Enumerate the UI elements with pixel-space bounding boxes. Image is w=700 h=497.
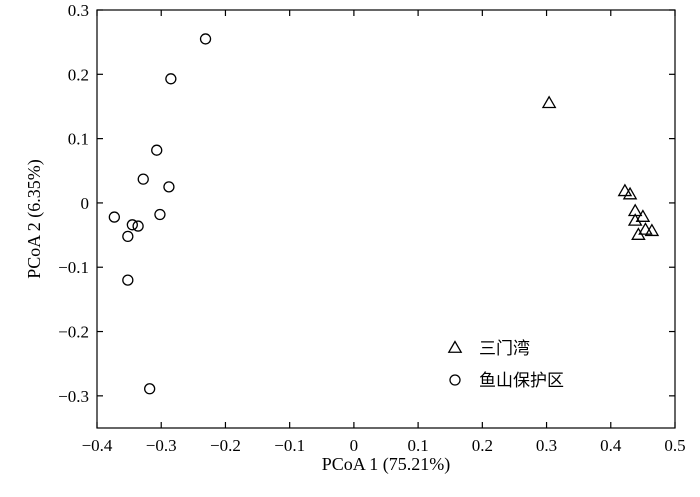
triangle-point xyxy=(644,223,660,237)
legend-label: 三门湾 xyxy=(479,339,530,359)
y-tick-label: −0.3 xyxy=(58,387,89,406)
triangle-point xyxy=(631,227,646,240)
x-axis-ticks: −0.4 −0.3 −0.2 −0.1 0 0.1 0.2 0.3 0.4 0.5 xyxy=(82,10,686,455)
circle-point xyxy=(108,211,120,223)
circle-point xyxy=(163,181,175,193)
legend-marker-circle xyxy=(449,374,461,386)
x-tick-label: 0 xyxy=(350,436,359,455)
circle-point xyxy=(144,383,156,395)
x-tick-label: 0.3 xyxy=(536,436,557,455)
triangle-point xyxy=(638,222,653,235)
legend-label: 鱼山保护区 xyxy=(479,371,564,391)
triangle-point xyxy=(617,183,633,197)
x-tick-label: −0.4 xyxy=(82,436,113,455)
y-axis-ticks: −0.3 −0.2 −0.1 0 0.1 0.2 0.3 xyxy=(58,1,675,406)
y-tick-label: −0.2 xyxy=(58,323,89,342)
x-axis-title: PCoA 1 (75.21%) xyxy=(322,454,451,475)
x-tick-label: −0.2 xyxy=(210,436,241,455)
x-tick-label: 0.5 xyxy=(664,436,685,455)
y-tick-label: −0.1 xyxy=(58,258,89,277)
y-tick-label: 0.2 xyxy=(68,65,89,84)
circle-point xyxy=(122,274,134,286)
triangle-point xyxy=(627,213,643,226)
x-tick-label: 0.4 xyxy=(600,436,622,455)
x-tick-label: −0.1 xyxy=(274,436,305,455)
y-tick-label: 0.1 xyxy=(68,130,89,149)
circle-point xyxy=(122,230,134,243)
circle-point xyxy=(154,208,166,221)
x-tick-label: 0.2 xyxy=(472,436,493,455)
circle-point xyxy=(151,144,163,156)
circle-point xyxy=(137,173,149,185)
x-tick-label: 0.1 xyxy=(407,436,428,455)
y-tick-label: 0.3 xyxy=(68,1,89,20)
y-tick-label: 0 xyxy=(81,194,90,213)
triangle-point xyxy=(622,186,638,200)
x-tick-label: −0.3 xyxy=(146,436,177,455)
legend-marker-triangle xyxy=(447,340,463,353)
y-axis-title: PCoA 2 (6.35%) xyxy=(24,159,45,279)
data-points xyxy=(108,33,660,395)
circle-point xyxy=(165,73,177,85)
triangle-point xyxy=(541,95,557,109)
triangle-point xyxy=(635,209,651,222)
plot-frame xyxy=(96,9,676,429)
circle-point xyxy=(132,220,144,232)
circle-point xyxy=(126,219,138,231)
circle-point xyxy=(199,33,212,45)
